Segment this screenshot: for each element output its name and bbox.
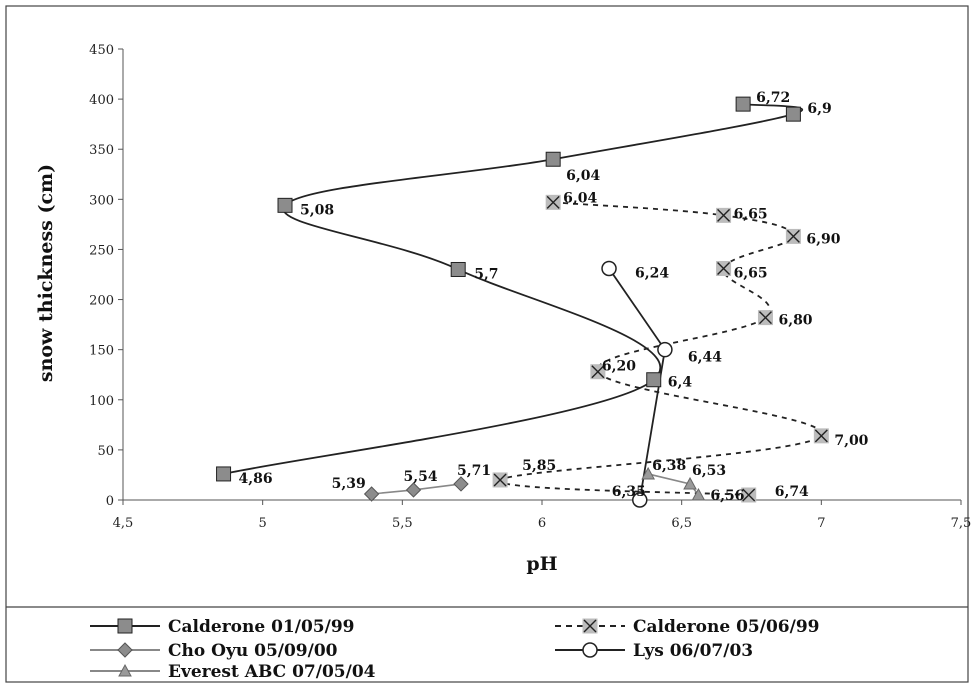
x-tick-label: 7 bbox=[817, 516, 825, 531]
point-circle-marker bbox=[632, 492, 648, 508]
data-label: 6,90 bbox=[806, 231, 840, 247]
data-label: 6,38 bbox=[652, 458, 686, 474]
point-triangle-marker bbox=[641, 466, 655, 480]
y-tick-label: 50 bbox=[97, 444, 114, 459]
data-label: 6,24 bbox=[635, 265, 669, 281]
legend-triangle-marker bbox=[118, 663, 132, 677]
legend-diamond-marker bbox=[117, 642, 133, 658]
y-axis-title: snow thickness (cm) bbox=[35, 164, 57, 382]
data-label: 5,08 bbox=[300, 202, 334, 218]
legend-square-marker bbox=[117, 618, 133, 634]
point-square-marker bbox=[646, 372, 662, 388]
point-square-marker bbox=[545, 151, 561, 167]
data-label: 5,39 bbox=[332, 476, 366, 492]
x-axis-title: pH bbox=[526, 553, 557, 575]
point-circle-marker bbox=[657, 341, 673, 358]
point-circle-marker bbox=[601, 260, 617, 277]
point-x-mark bbox=[591, 365, 605, 379]
data-label: 6,65 bbox=[734, 206, 768, 222]
y-tick-label: 300 bbox=[89, 193, 114, 208]
point-square-marker bbox=[785, 106, 801, 122]
data-label: 5,54 bbox=[404, 469, 438, 485]
point-diamond-marker bbox=[363, 486, 380, 502]
point-diamond-marker bbox=[405, 482, 422, 498]
point-x-mark bbox=[717, 208, 731, 222]
data-label: 6,56 bbox=[710, 488, 744, 504]
data-label: 4,86 bbox=[239, 471, 273, 487]
legend-label: Lys 06/07/03 bbox=[633, 641, 753, 661]
data-label: 6,80 bbox=[778, 313, 812, 329]
x-tick-label: 6,5 bbox=[671, 516, 692, 531]
point-diamond-marker bbox=[453, 476, 469, 492]
data-label: 6,20 bbox=[602, 359, 636, 375]
legend-item-lys: Lys 06/07/03 bbox=[555, 641, 753, 661]
x-tick-label: 5,5 bbox=[392, 516, 413, 531]
y-tick-label: 0 bbox=[106, 494, 114, 509]
point-x-mark bbox=[546, 195, 560, 209]
y-tick-label: 400 bbox=[89, 93, 114, 108]
data-label: 6,74 bbox=[775, 484, 809, 500]
tick-group: 4,5 5 5,5 6 6,5 7 7,5 0 50 100 150 200 250 300 350 400 4… bbox=[89, 43, 971, 531]
data-label: 7,00 bbox=[834, 433, 868, 449]
point-triangle-marker bbox=[683, 476, 697, 490]
data-label: 6,9 bbox=[807, 101, 831, 117]
legend-label: Calderone 05/06/99 bbox=[633, 617, 820, 637]
point-x-mark bbox=[786, 229, 800, 243]
outer-border bbox=[5, 5, 969, 683]
series-markers bbox=[216, 96, 829, 508]
point-square-marker bbox=[216, 466, 232, 482]
series-labels: 6,72 6,9 6,04 5,08 5,7 6,4 4,86 6,04 6,65 6,90 6,6… bbox=[239, 90, 869, 504]
point-square-marker bbox=[735, 96, 751, 112]
x-tick-label: 6 bbox=[538, 516, 546, 531]
point-x-mark bbox=[717, 261, 731, 275]
data-label: 6,4 bbox=[668, 375, 693, 391]
point-x-mark bbox=[742, 488, 756, 502]
point-x-mark bbox=[758, 311, 772, 325]
point-square-marker bbox=[277, 197, 293, 213]
point-x-mark bbox=[493, 473, 507, 487]
data-label: 6,65 bbox=[734, 265, 768, 281]
legend-item-calderone-1999-05: Calderone 01/05/99 bbox=[90, 617, 355, 637]
legend-item-calderone-1999-06: Calderone 05/06/99 bbox=[555, 617, 820, 637]
y-tick-label: 200 bbox=[89, 294, 114, 309]
x-tick-label: 4,5 bbox=[113, 516, 134, 531]
legend-x-mark bbox=[583, 619, 597, 633]
legend-circle-marker bbox=[582, 642, 598, 658]
y-tick-label: 100 bbox=[89, 394, 114, 409]
legend-item-cho-oyu: Cho Oyu 05/09/00 bbox=[90, 641, 338, 661]
y-tick-label: 350 bbox=[89, 143, 114, 158]
data-label: 6,53 bbox=[692, 463, 726, 479]
point-square-marker bbox=[450, 261, 466, 277]
data-label: 6,04 bbox=[566, 168, 600, 184]
series-line-0 bbox=[223, 103, 804, 475]
legend-label: Cho Oyu 05/09/00 bbox=[168, 641, 338, 661]
data-label: 6,04 bbox=[563, 190, 597, 206]
point-x-mark bbox=[814, 429, 828, 443]
legend-item-everest: Everest ABC 07/05/04 bbox=[90, 662, 376, 682]
y-tick-label: 150 bbox=[89, 344, 114, 359]
data-label: 5,71 bbox=[457, 463, 491, 479]
legend-label: Calderone 01/05/99 bbox=[168, 617, 355, 637]
point-triangle-marker bbox=[691, 487, 706, 501]
y-tick-label: 450 bbox=[89, 43, 114, 58]
x-tick-label: 5 bbox=[259, 516, 267, 531]
data-label: 5,7 bbox=[474, 266, 498, 282]
legend-label: Everest ABC 07/05/04 bbox=[168, 662, 376, 682]
y-tick-label: 250 bbox=[89, 243, 114, 258]
legend: Calderone 01/05/99 Cho Oyu 05/09/00 Ever… bbox=[90, 617, 820, 682]
x-tick-label: 7,5 bbox=[951, 516, 972, 531]
data-label: 5,85 bbox=[522, 458, 556, 474]
data-label: 6,44 bbox=[688, 350, 722, 366]
data-label: 6,72 bbox=[756, 90, 790, 106]
data-label: 6,35 bbox=[612, 484, 646, 500]
